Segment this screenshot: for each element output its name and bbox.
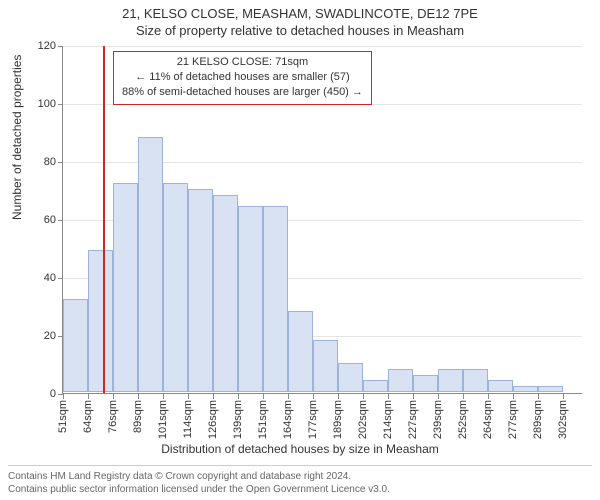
xtick-label: 101sqm	[157, 400, 169, 439]
histogram-bar	[363, 380, 388, 392]
annotation-line: ← 11% of detached houses are smaller (57…	[122, 70, 363, 85]
xtick-label: 289sqm	[532, 400, 544, 439]
xtick-mark	[363, 394, 364, 399]
histogram-bar	[338, 363, 363, 392]
plot-area: 51sqm64sqm76sqm89sqm101sqm114sqm126sqm13…	[62, 46, 582, 394]
xtick-mark	[563, 394, 564, 399]
ytick-mark	[58, 46, 63, 47]
xtick-mark	[188, 394, 189, 399]
xtick-mark	[513, 394, 514, 399]
histogram-bar	[538, 386, 563, 392]
page-title: 21, KELSO CLOSE, MEASHAM, SWADLINCOTE, D…	[0, 0, 600, 23]
xtick-mark	[338, 394, 339, 399]
histogram-bar	[88, 250, 113, 392]
xtick-mark	[263, 394, 264, 399]
xtick-label: 164sqm	[282, 400, 294, 439]
histogram-bar	[113, 183, 138, 392]
ytick-label: 20	[26, 330, 56, 342]
xtick-mark	[63, 394, 64, 399]
ytick-mark	[58, 278, 63, 279]
xtick-label: 252sqm	[457, 400, 469, 439]
xtick-mark	[463, 394, 464, 399]
xtick-label: 114sqm	[182, 400, 194, 438]
xtick-label: 76sqm	[107, 400, 119, 433]
xtick-mark	[163, 394, 164, 399]
ytick-mark	[58, 104, 63, 105]
ytick-label: 120	[26, 40, 56, 52]
histogram-bar	[438, 369, 463, 392]
x-axis-label: Distribution of detached houses by size …	[0, 442, 600, 456]
xtick-mark	[213, 394, 214, 399]
xtick-mark	[388, 394, 389, 399]
histogram-bar	[413, 375, 438, 392]
xtick-mark	[538, 394, 539, 399]
annotation-box: 21 KELSO CLOSE: 71sqm← 11% of detached h…	[113, 51, 372, 105]
xtick-label: 177sqm	[307, 400, 319, 439]
histogram-bar	[313, 340, 338, 392]
histogram-bar	[213, 195, 238, 392]
xtick-label: 64sqm	[82, 400, 94, 433]
histogram-bar	[388, 369, 413, 392]
xtick-mark	[313, 394, 314, 399]
xtick-mark	[88, 394, 89, 399]
y-axis-label: Number of detached properties	[10, 55, 24, 220]
histogram-bar	[63, 299, 88, 392]
xtick-mark	[488, 394, 489, 399]
histogram-bar	[263, 206, 288, 392]
xtick-mark	[238, 394, 239, 399]
xtick-label: 151sqm	[257, 400, 269, 439]
xtick-label: 277sqm	[507, 400, 519, 439]
xtick-label: 139sqm	[232, 400, 244, 439]
histogram-bar	[163, 183, 188, 392]
histogram-bar	[138, 137, 163, 392]
xtick-label: 239sqm	[432, 400, 444, 439]
xtick-label: 189sqm	[332, 400, 344, 439]
histogram-bar	[188, 189, 213, 392]
footer-line-2: Contains public sector information licen…	[8, 483, 592, 496]
xtick-mark	[113, 394, 114, 399]
ytick-label: 40	[26, 272, 56, 284]
chart-subtitle: Size of property relative to detached ho…	[0, 23, 600, 40]
ytick-label: 80	[26, 156, 56, 168]
xtick-mark	[413, 394, 414, 399]
footer-attribution: Contains HM Land Registry data © Crown c…	[8, 465, 592, 496]
histogram-bar	[288, 311, 313, 392]
xtick-label: 51sqm	[57, 400, 69, 433]
annotation-line: 88% of semi-detached houses are larger (…	[122, 85, 363, 100]
xtick-label: 89sqm	[132, 400, 144, 433]
ytick-mark	[58, 220, 63, 221]
xtick-label: 227sqm	[407, 400, 419, 439]
xtick-label: 264sqm	[482, 400, 494, 439]
ytick-label: 100	[26, 98, 56, 110]
ytick-mark	[58, 162, 63, 163]
xtick-label: 126sqm	[207, 400, 219, 439]
xtick-mark	[288, 394, 289, 399]
histogram-bar	[238, 206, 263, 392]
reference-line	[103, 46, 105, 393]
xtick-mark	[438, 394, 439, 399]
histogram-bar	[513, 386, 538, 392]
xtick-label: 202sqm	[357, 400, 369, 439]
histogram-bar	[488, 380, 513, 392]
footer-line-1: Contains HM Land Registry data © Crown c…	[8, 470, 592, 483]
annotation-line: 21 KELSO CLOSE: 71sqm	[122, 55, 363, 70]
ytick-label: 0	[26, 388, 56, 400]
xtick-label: 302sqm	[557, 400, 569, 439]
xtick-label: 214sqm	[382, 400, 394, 439]
grid-line	[63, 46, 582, 47]
xtick-mark	[138, 394, 139, 399]
ytick-label: 60	[26, 214, 56, 226]
histogram-bar	[463, 369, 488, 392]
